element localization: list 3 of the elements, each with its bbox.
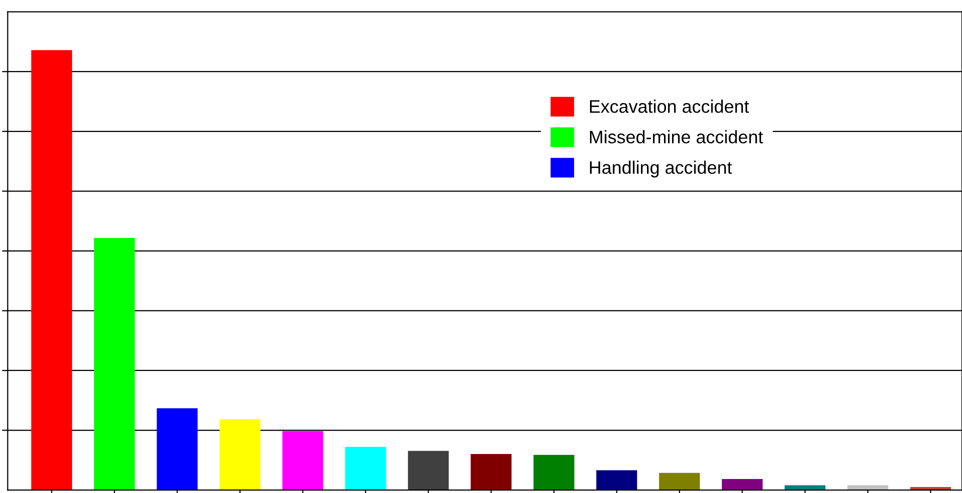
legend-label: Handling accident (590, 160, 732, 178)
legend-label: Missed-mine accident (590, 130, 764, 144)
legend-label: Excavation accident (590, 100, 749, 113)
